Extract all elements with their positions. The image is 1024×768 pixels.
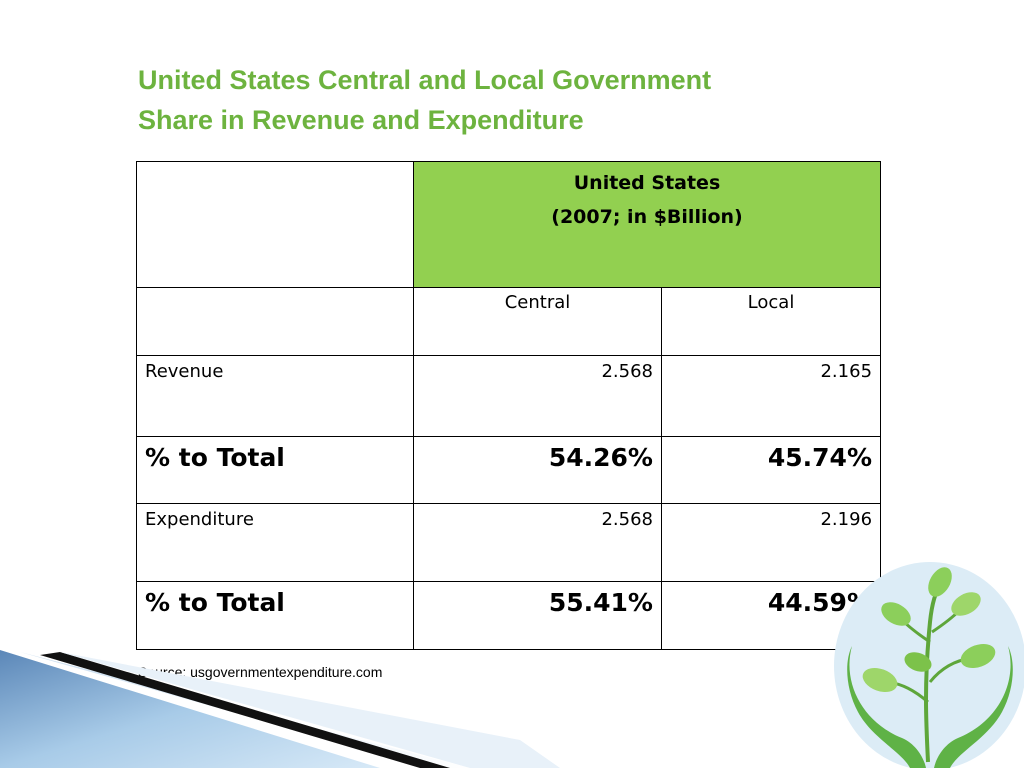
hands-holding-seedling-icon (834, 562, 1024, 768)
title-line-2: Share in Revenue and Expenditure (138, 105, 584, 135)
local-value: 2.196 (660, 503, 882, 582)
row-label: Expenditure (136, 503, 414, 582)
column-header-local: Local (660, 287, 882, 356)
central-value: 55.41% (413, 581, 662, 650)
row-label: Revenue (136, 355, 414, 437)
country-header-cell: United States (2007; in $Billion) (412, 161, 882, 288)
title-line-1: United States Central and Local Governme… (138, 65, 712, 95)
table-row: % to Total 54.26% 45.74% (136, 436, 882, 504)
empty-label-cell (136, 287, 414, 356)
central-value: 2.568 (413, 503, 662, 582)
source-note: Source: usgovernmentexpenditure.com (138, 664, 383, 680)
table-row: Expenditure 2.568 2.196 (136, 503, 882, 582)
row-label: % to Total (136, 436, 414, 504)
slide-title: United States Central and Local Governme… (138, 60, 838, 140)
local-value: 45.74% (660, 436, 882, 504)
country-header-title: United States (573, 172, 721, 194)
row-label: % to Total (136, 581, 414, 650)
data-table: United States (2007; in $Billion) Centra… (136, 161, 882, 650)
column-header-row: Central Local (136, 287, 882, 356)
table-header-row: United States (2007; in $Billion) (136, 161, 882, 288)
central-value: 2.568 (413, 355, 662, 437)
local-value: 2.165 (660, 355, 882, 437)
table-row: Revenue 2.568 2.165 (136, 355, 882, 437)
empty-corner-cell (136, 161, 414, 288)
column-header-central: Central (413, 287, 662, 356)
country-header-subtitle: (2007; in $Billion) (551, 206, 743, 228)
central-value: 54.26% (413, 436, 662, 504)
table-row: % to Total 55.41% 44.59% (136, 581, 882, 650)
